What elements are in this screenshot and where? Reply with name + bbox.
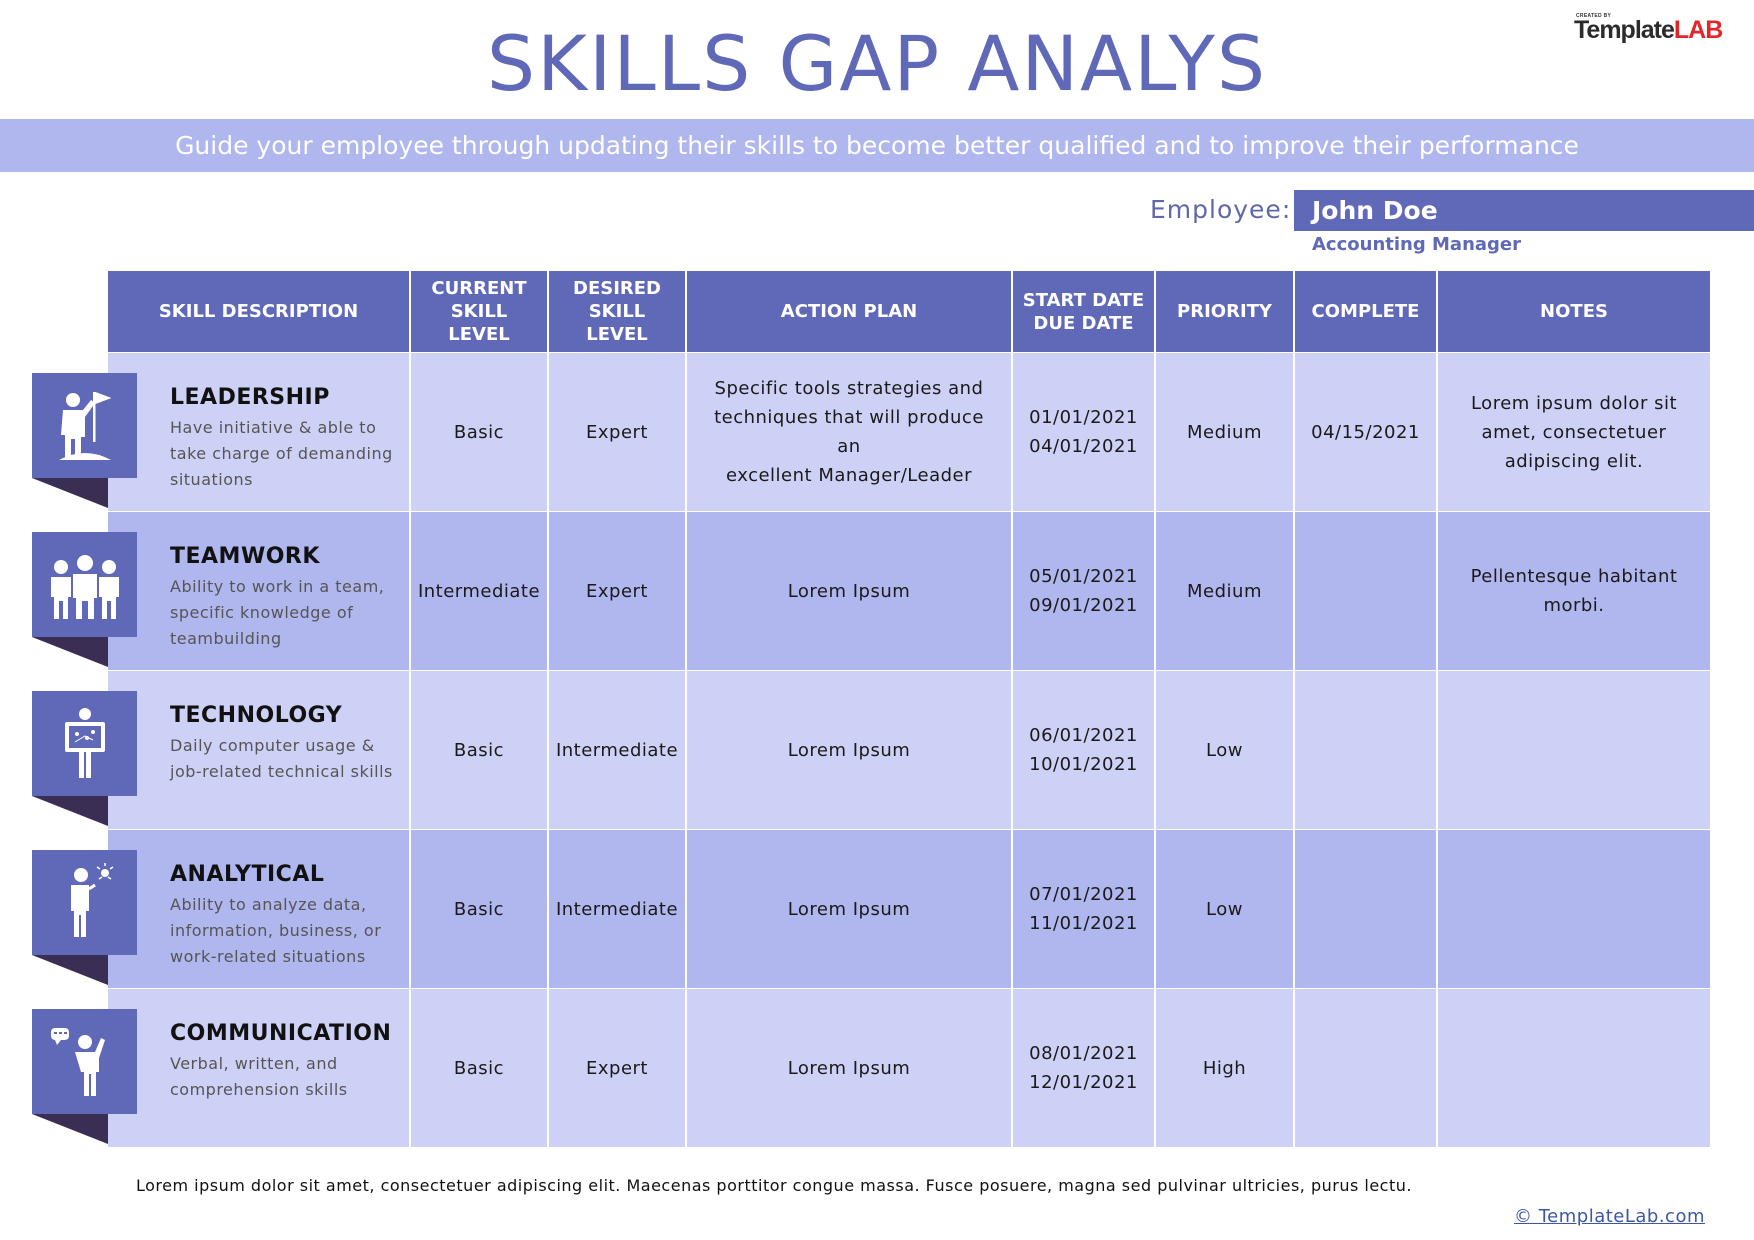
priority-cell[interactable]: High: [1156, 989, 1293, 1147]
action-plan-cell[interactable]: Specific tools strategies and techniques…: [687, 353, 1011, 511]
skill-description-cell[interactable]: LEADERSHIP Have initiative & able to take…: [108, 353, 409, 511]
skill-description-cell[interactable]: TEAMWORK Ability to work in a team, speci…: [108, 512, 409, 670]
logo-brand-part2: LAB: [1673, 16, 1723, 44]
desired-level-cell[interactable]: Expert: [549, 989, 685, 1147]
current-level-cell[interactable]: Basic: [411, 353, 547, 511]
team-group-icon: [32, 532, 137, 637]
skill-text: Daily computer usage & job-related techn…: [170, 736, 393, 781]
logo-brand: TemplateLAB: [1574, 16, 1723, 45]
notes-cell[interactable]: Pellentesque habitant morbi.: [1438, 512, 1710, 670]
employee-label: Employee:: [1150, 195, 1292, 224]
action-plan-cell[interactable]: Lorem Ipsum: [687, 671, 1011, 829]
icon-fold-shadow: [32, 637, 108, 667]
icon-fold-shadow: [32, 478, 108, 508]
complete-cell[interactable]: [1295, 989, 1436, 1147]
desired-level-cell[interactable]: Expert: [549, 353, 685, 511]
current-level-cell[interactable]: Basic: [411, 671, 547, 829]
footer-note: Lorem ipsum dolor sit amet, consectetuer…: [136, 1176, 1412, 1195]
templatelab-logo: CREATED BY TemplateLAB: [1574, 10, 1723, 46]
skill-name: TECHNOLOGY: [170, 703, 343, 728]
person-board-icon: [32, 691, 137, 796]
header-priority: PRIORITY: [1156, 271, 1293, 352]
skill-description-cell[interactable]: TECHNOLOGY Daily computer usage & job-rel…: [108, 671, 409, 829]
notes-cell[interactable]: [1438, 671, 1710, 829]
dates-cell[interactable]: 05/01/2021 09/01/2021: [1013, 512, 1154, 670]
header-action-plan: ACTION PLAN: [687, 271, 1011, 352]
complete-cell[interactable]: 04/15/2021: [1295, 353, 1436, 511]
logo-brand-part1: Template: [1574, 16, 1675, 44]
header-skill-description: SKILL DESCRIPTION: [108, 271, 409, 352]
action-plan-cell[interactable]: Lorem Ipsum: [687, 512, 1011, 670]
leader-flag-icon: [32, 373, 137, 478]
notes-cell[interactable]: [1438, 830, 1710, 988]
logo-creator-text: CREATED BY: [1576, 13, 1612, 19]
current-level-cell[interactable]: Basic: [411, 830, 547, 988]
dates-cell[interactable]: 07/01/2021 11/01/2021: [1013, 830, 1154, 988]
action-plan-cell[interactable]: Lorem Ipsum: [687, 830, 1011, 988]
desired-level-cell[interactable]: Intermediate: [549, 671, 685, 829]
priority-cell[interactable]: Low: [1156, 671, 1293, 829]
skill-description-cell[interactable]: COMMUNICATION Verbal, written, and compre…: [108, 989, 409, 1147]
templatelab-link[interactable]: © TemplateLab.com: [1514, 1206, 1706, 1227]
skill-text: Verbal, written, and comprehension skill…: [170, 1054, 348, 1099]
skill-name: TEAMWORK: [170, 544, 320, 569]
dates-cell[interactable]: 01/01/2021 04/01/2021: [1013, 353, 1154, 511]
subtitle-banner: Guide your employee through updating the…: [0, 119, 1754, 172]
header-complete: COMPLETE: [1295, 271, 1436, 352]
complete-cell[interactable]: [1295, 512, 1436, 670]
thinking-person-icon: [32, 850, 137, 955]
icon-fold-shadow: [32, 1114, 108, 1144]
priority-cell[interactable]: Low: [1156, 830, 1293, 988]
action-plan-cell[interactable]: Lorem Ipsum: [687, 989, 1011, 1147]
icon-fold-shadow: [32, 796, 108, 826]
current-level-cell[interactable]: Basic: [411, 989, 547, 1147]
desired-level-cell[interactable]: Intermediate: [549, 830, 685, 988]
header-current-skill-level: CURRENT SKILL LEVEL: [411, 271, 547, 352]
dates-cell[interactable]: 08/01/2021 12/01/2021: [1013, 989, 1154, 1147]
skill-name: ANALYTICAL: [170, 862, 325, 887]
speaking-person-icon: [32, 1009, 137, 1114]
skill-text: Have initiative & able to take charge of…: [170, 418, 393, 489]
skill-text: Ability to analyze data, information, bu…: [170, 895, 382, 966]
page-title: SKILLS GAP ANALYS: [486, 19, 1268, 108]
priority-cell[interactable]: Medium: [1156, 512, 1293, 670]
skill-text: Ability to work in a team, specific know…: [170, 577, 385, 648]
complete-cell[interactable]: [1295, 671, 1436, 829]
header-start-due-date: START DATE DUE DATE: [1013, 271, 1154, 352]
dates-cell[interactable]: 06/01/2021 10/01/2021: [1013, 671, 1154, 829]
priority-cell[interactable]: Medium: [1156, 353, 1293, 511]
notes-cell[interactable]: [1438, 989, 1710, 1147]
skill-name: LEADERSHIP: [170, 385, 330, 410]
icon-fold-shadow: [32, 955, 108, 985]
employee-name-field[interactable]: John Doe: [1294, 190, 1754, 231]
employee-role[interactable]: Accounting Manager: [1312, 234, 1521, 255]
notes-cell[interactable]: Lorem ipsum dolor sit amet, consectetuer…: [1438, 353, 1710, 511]
desired-level-cell[interactable]: Expert: [549, 512, 685, 670]
header-notes: NOTES: [1438, 271, 1710, 352]
skill-description-cell[interactable]: ANALYTICAL Ability to analyze data, infor…: [108, 830, 409, 988]
complete-cell[interactable]: [1295, 830, 1436, 988]
current-level-cell[interactable]: Intermediate: [411, 512, 547, 670]
skill-name: COMMUNICATION: [170, 1021, 392, 1046]
header-desired-skill-level: DESIRED SKILL LEVEL: [549, 271, 685, 352]
